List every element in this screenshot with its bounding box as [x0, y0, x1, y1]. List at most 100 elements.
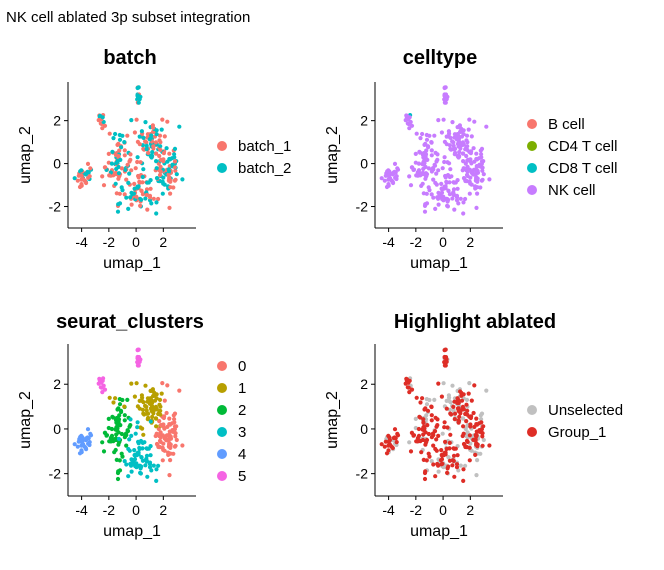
data-point [115, 476, 121, 482]
data-point [436, 381, 441, 386]
data-point [72, 176, 77, 181]
data-point [429, 413, 434, 418]
x-tick-label: -4 [75, 234, 88, 250]
y-tick-label: 0 [360, 421, 368, 437]
data-point [426, 185, 431, 190]
data-point [147, 198, 153, 203]
data-point [442, 185, 447, 190]
data-point [479, 178, 484, 183]
data-point [436, 202, 441, 207]
data-point [87, 440, 92, 445]
data-point [407, 440, 412, 445]
data-point [122, 413, 127, 418]
data-point [162, 398, 167, 403]
data-point [465, 164, 470, 169]
data-point [145, 474, 150, 479]
data-point [144, 459, 149, 464]
data-point [172, 444, 177, 449]
legend-key [217, 449, 227, 459]
data-point [390, 172, 396, 177]
data-point [480, 443, 485, 448]
data-point [424, 397, 429, 402]
data-point [167, 169, 172, 174]
data-point [158, 404, 163, 409]
data-point [426, 431, 431, 437]
data-point [172, 178, 177, 183]
data-point [388, 443, 393, 448]
data-point [458, 389, 463, 394]
data-point [456, 468, 461, 473]
data-point [461, 424, 466, 429]
data-point [465, 157, 471, 162]
x-tick-label: -2 [410, 234, 423, 250]
data-point [149, 397, 154, 402]
data-point [432, 397, 437, 402]
data-point [147, 137, 152, 142]
data-point [83, 172, 89, 177]
data-point [124, 462, 129, 467]
data-point [410, 165, 415, 170]
data-point [452, 417, 457, 422]
data-point [145, 207, 150, 212]
x-axis-label: umap_1 [410, 255, 468, 272]
y-tick-label: 0 [360, 156, 368, 172]
data-point [135, 159, 140, 165]
data-point [158, 147, 163, 152]
data-point [119, 451, 124, 456]
x-axis-label: umap_1 [103, 255, 161, 272]
data-point [451, 458, 456, 463]
data-point [128, 195, 133, 200]
data-point [452, 180, 457, 185]
data-point [431, 462, 436, 467]
data-point [113, 181, 118, 186]
data-point [139, 188, 144, 193]
data-point [442, 450, 447, 455]
data-point [165, 159, 170, 164]
data-point [429, 459, 434, 464]
data-point [448, 400, 453, 405]
data-point [458, 408, 463, 414]
data-point [123, 167, 128, 172]
data-point [409, 123, 415, 128]
data-point [464, 172, 470, 178]
data-point [465, 169, 470, 174]
data-point [154, 441, 160, 447]
data-point [487, 177, 492, 182]
data-point [475, 191, 480, 196]
data-point [446, 464, 451, 469]
y-axis-label: umap_2 [324, 126, 341, 184]
data-point [117, 402, 123, 407]
data-point [408, 183, 414, 188]
data-point [166, 172, 171, 177]
data-point [434, 437, 439, 442]
data-point [466, 127, 471, 132]
data-point [85, 161, 91, 166]
data-point [432, 162, 437, 167]
data-point [154, 151, 159, 156]
data-point [149, 468, 154, 473]
data-point [445, 160, 450, 165]
data-point [148, 178, 153, 183]
data-point [150, 150, 155, 155]
data-point [455, 186, 460, 191]
data-point [444, 97, 449, 102]
x-tick-label: 2 [466, 502, 474, 518]
y-tick-label: 2 [360, 376, 368, 392]
data-point [136, 173, 141, 179]
data-point [414, 395, 419, 400]
data-point [432, 133, 437, 138]
data-point [172, 411, 178, 416]
legend-key [217, 163, 227, 173]
data-point [423, 171, 429, 176]
data-point [424, 148, 429, 153]
data-point [122, 140, 127, 145]
data-point [391, 180, 396, 186]
data-point [421, 191, 426, 196]
legend-label: 3 [238, 424, 246, 441]
legend-key [217, 361, 227, 371]
data-point [136, 363, 141, 368]
data-point [468, 151, 473, 156]
data-point [168, 445, 173, 450]
data-point [135, 451, 140, 456]
data-point [429, 153, 434, 158]
